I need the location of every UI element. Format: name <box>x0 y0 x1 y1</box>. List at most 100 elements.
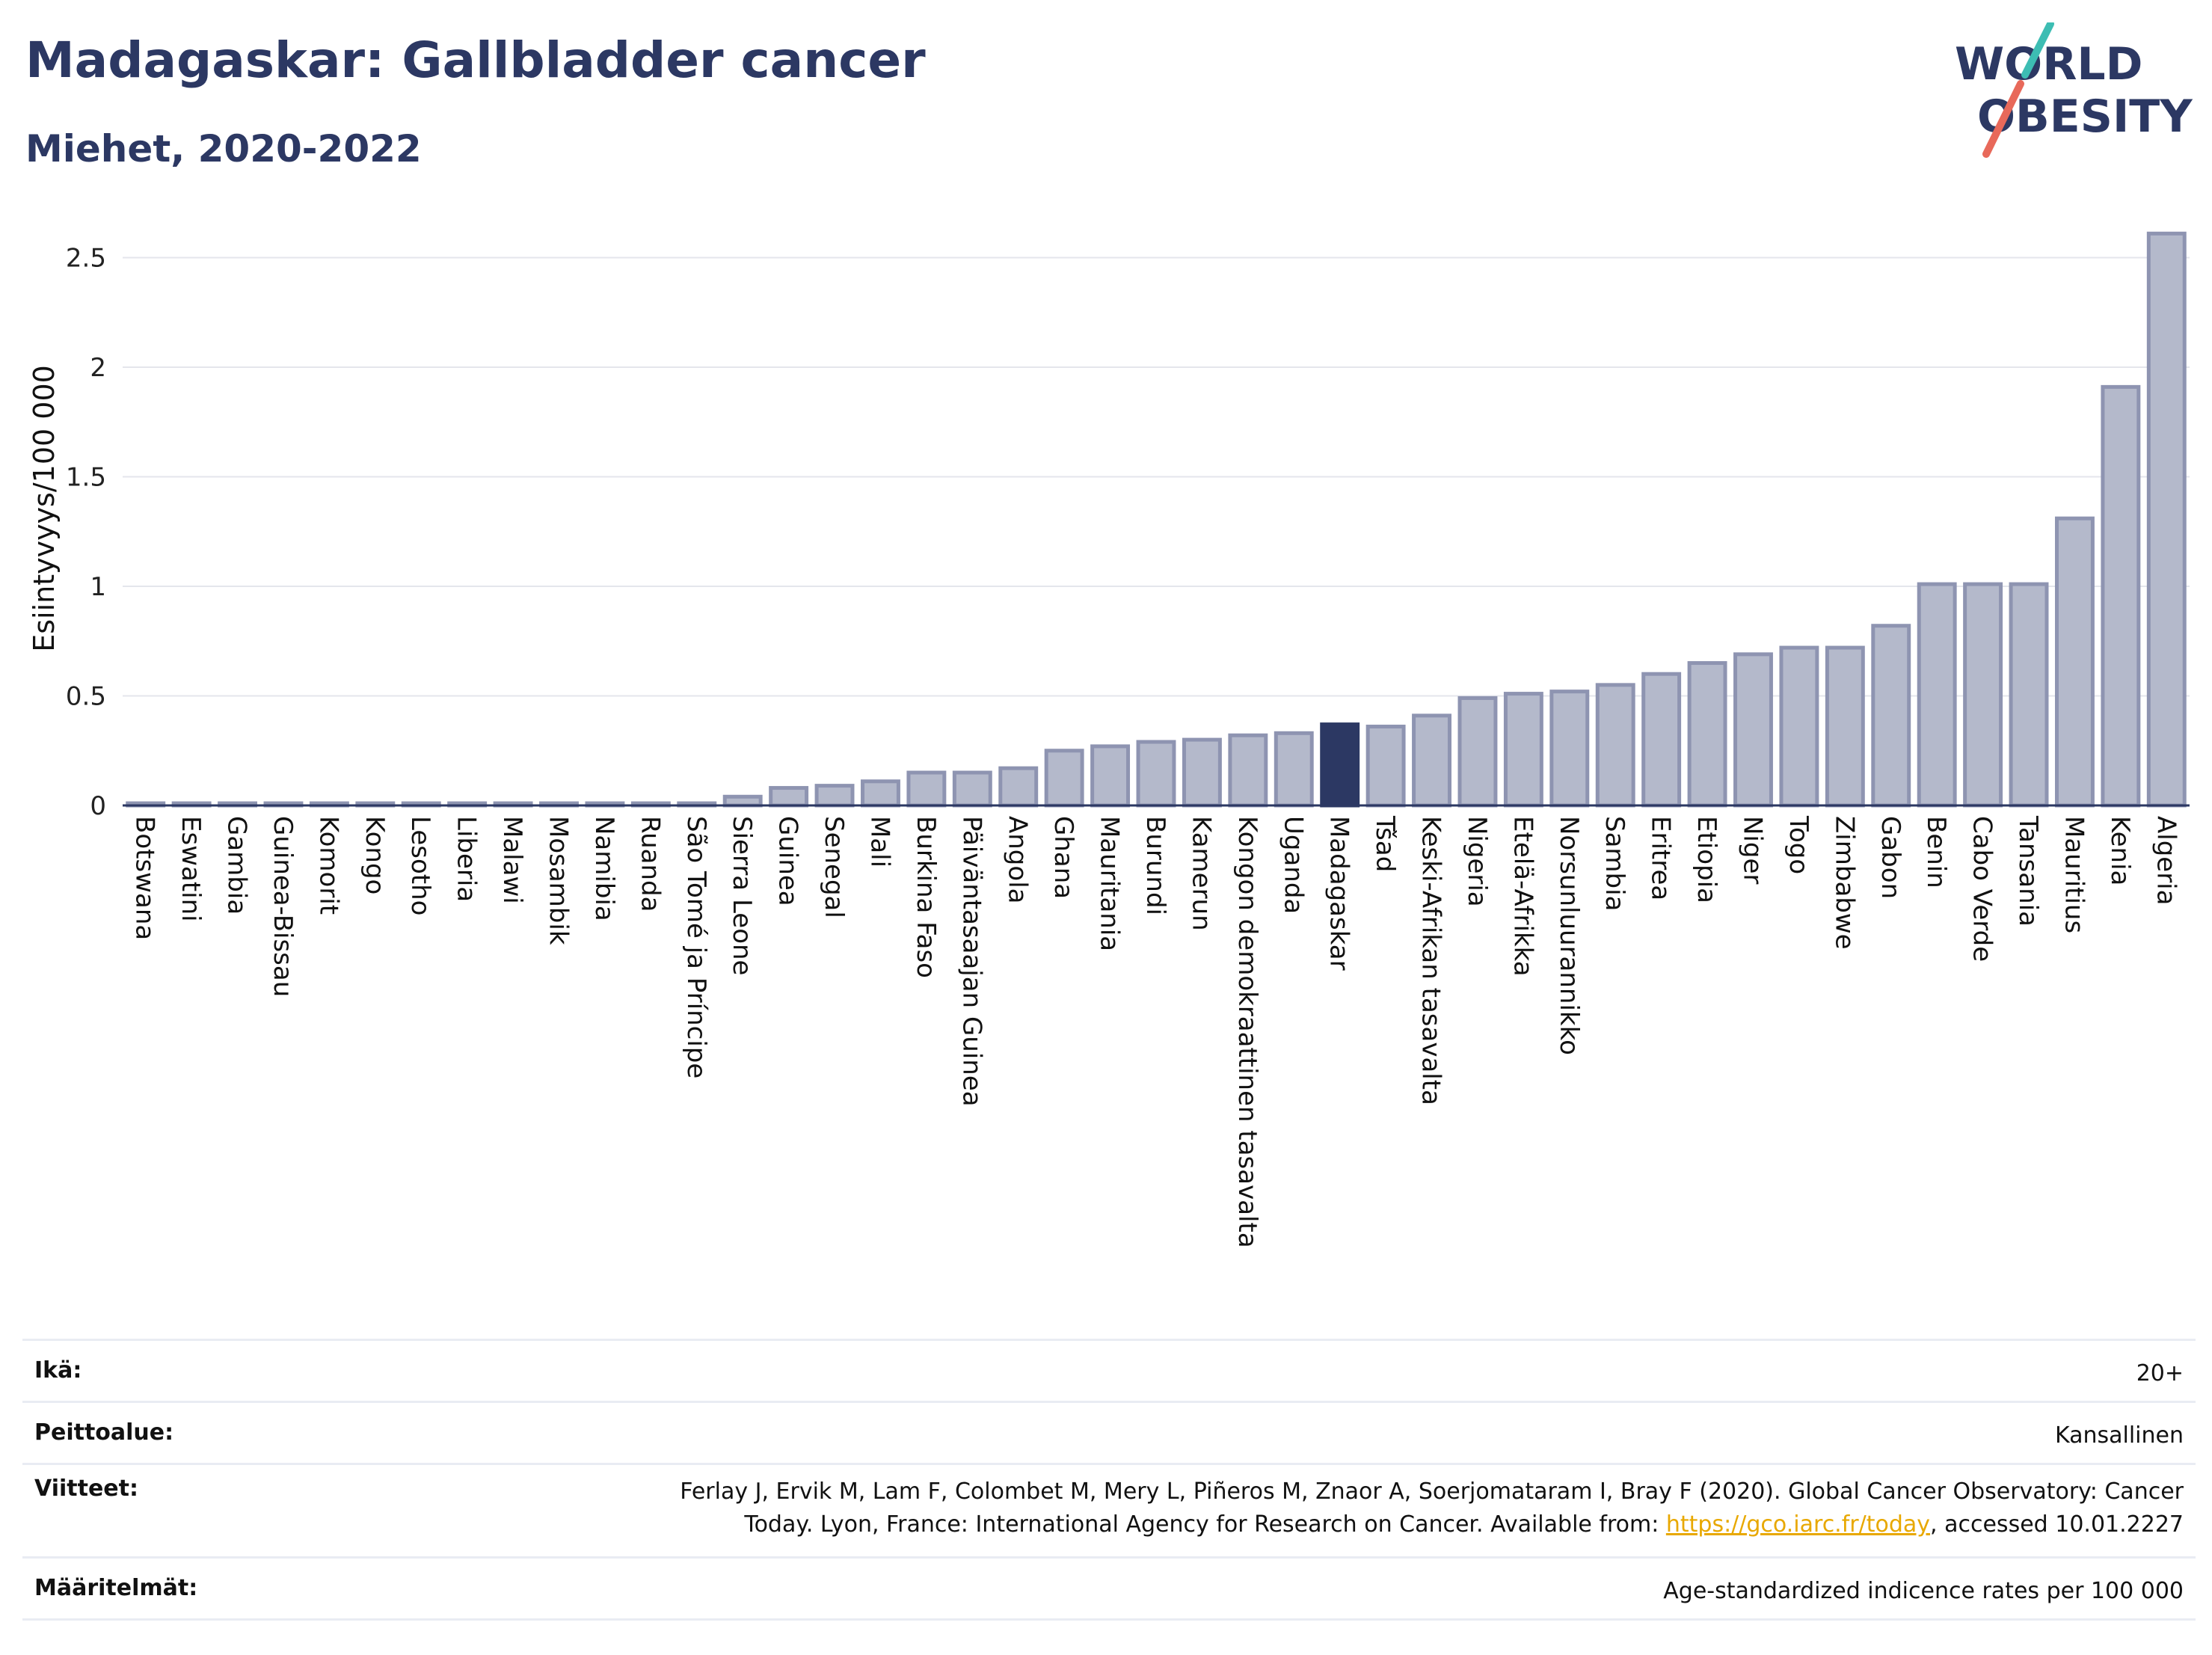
x-tick-label: Kongon demokraattinen tasavalta <box>1232 816 1262 1248</box>
bar <box>722 794 763 808</box>
page-subtitle: Miehet, 2020-2022 <box>25 127 422 171</box>
logo-slash-top <box>2021 22 2054 79</box>
x-tick-label: Cabo Verde <box>1967 816 1997 962</box>
x-tick-label: Gambia <box>222 816 252 915</box>
bar <box>1733 652 1773 808</box>
x-tick-label: Kamerun <box>1186 816 1216 931</box>
bar <box>814 784 855 808</box>
x-tick-label: Angola <box>1003 816 1033 903</box>
bar <box>1641 672 1682 808</box>
x-tick-label: Liberia <box>452 816 482 902</box>
bar-chart: 0 0.5 1 1.5 2 2.5 Botswana Eswatini Gambia Guine… <box>28 231 2190 1248</box>
x-tick-label: Gabon <box>1875 816 1905 899</box>
x-tick-label: Togo <box>1784 815 1813 874</box>
x-tick-label: Guinea <box>773 816 803 906</box>
x-tick-label: Zimbabwe <box>1829 816 1859 950</box>
bar <box>2054 516 2095 808</box>
logo-line1: WORLD <box>1955 38 2142 90</box>
bar <box>952 770 992 808</box>
world-obesity-logo: WORLD OBESITY <box>1955 22 2193 158</box>
bar <box>1687 661 1727 808</box>
bar <box>769 786 809 808</box>
x-tick-label: Guinea-Bissau <box>268 816 298 997</box>
bar <box>1871 624 1911 808</box>
info-table: Ikä: 20+ Peittoalue: Kansallinen Viittee… <box>22 1339 2196 1621</box>
x-tick-label: Algeria <box>2151 816 2181 905</box>
bar <box>1779 645 1819 808</box>
age-label: Ikä: <box>34 1357 82 1384</box>
bar <box>1136 740 1176 808</box>
x-tick-label: Sambia <box>1600 816 1629 911</box>
bar <box>1595 683 1635 808</box>
bar <box>1917 582 1957 808</box>
x-tick-label: Mauritania <box>1095 816 1125 951</box>
x-tick-label: Mali <box>864 816 894 868</box>
x-tick-label: São Tomé ja Príncipe <box>681 816 711 1078</box>
x-tick-label: Keski-Afrikan tasavalta <box>1416 816 1446 1105</box>
bar <box>1549 690 1590 808</box>
x-tick-label: Madagaskar <box>1324 816 1354 971</box>
bar <box>1963 582 2003 808</box>
bar <box>2146 231 2187 808</box>
y-tick-label: 2 <box>90 353 106 383</box>
x-tick-label: Norsunluurannikko <box>1554 816 1584 1055</box>
x-tick-label: Botswana <box>130 816 160 940</box>
definitions-label: Määritelmät: <box>34 1575 198 1601</box>
x-tick-label: Namibia <box>589 816 619 921</box>
x-tick-label: Tšad <box>1370 815 1400 872</box>
x-tick-label: Mosambik <box>544 816 574 945</box>
coverage-label: Peittoalue: <box>34 1419 174 1446</box>
x-tick-label: Nigeria <box>1462 816 1492 907</box>
x-tick-label: Tansania <box>2013 815 2043 927</box>
x-tick-label: Kenia <box>2105 816 2135 885</box>
x-tick-label: Eswatini <box>176 816 206 922</box>
x-tick-label: Mauritius <box>2059 816 2089 933</box>
x-axis-labels: Botswana Eswatini Gambia Guinea-Bissau Komor… <box>130 815 2181 1248</box>
y-tick-label: 0 <box>90 791 106 821</box>
x-tick-label: Uganda <box>1278 816 1308 914</box>
bar <box>998 766 1039 808</box>
bar <box>1365 725 1406 808</box>
x-tick-label: Ruanda <box>635 816 665 912</box>
x-tick-label: Etelä-Afrikka <box>1508 816 1537 977</box>
x-tick-label: Malawi <box>497 816 527 904</box>
info-row-coverage: Peittoalue: Kansallinen <box>22 1401 2196 1463</box>
x-tick-label: Ghana <box>1048 816 1078 899</box>
bar <box>1274 731 1314 808</box>
x-tick-label: Etiopia <box>1692 816 1721 903</box>
bar <box>1825 645 1865 808</box>
y-tick-label: 1 <box>90 572 106 602</box>
bar <box>1503 692 1543 808</box>
info-row-references: Viitteet: Ferlay J, Ervik M, Lam F, Colo… <box>22 1463 2196 1556</box>
x-tick-label: Komorit <box>313 816 343 915</box>
bar <box>2009 582 2049 808</box>
bar <box>861 779 900 808</box>
bar <box>2101 384 2141 808</box>
references-link[interactable]: https://gco.iarc.fr/today <box>1665 1511 1931 1538</box>
coverage-value: Kansallinen <box>2054 1422 2184 1449</box>
x-tick-label: Sierra Leone <box>727 816 757 975</box>
x-tick-label: Kongo <box>360 816 390 894</box>
x-tick-label: Benin <box>1921 816 1951 888</box>
bar <box>906 770 947 808</box>
references-label: Viitteet: <box>34 1476 138 1502</box>
bar <box>1090 744 1131 808</box>
x-tick-label: Senegal <box>819 816 849 918</box>
logo-slash-bottom <box>1982 80 2024 158</box>
x-tick-label: Niger <box>1737 816 1767 884</box>
info-row-definitions: Määritelmät: Age-standardized indicence … <box>22 1556 2196 1621</box>
bar <box>1228 733 1268 808</box>
page-title: Madagaskar: Gallbladder cancer <box>25 31 926 89</box>
x-tick-label: Eritrea <box>1646 816 1676 900</box>
bar-highlight <box>1320 722 1360 808</box>
y-tick-label: 2.5 <box>66 244 106 274</box>
bar <box>1044 749 1084 808</box>
references-line1: Ferlay J, Ervik M, Lam F, Colombet M, Me… <box>680 1479 2184 1505</box>
bar <box>1412 713 1451 808</box>
bar <box>1457 696 1498 808</box>
y-axis-ticks: 0 0.5 1 1.5 2 2.5 <box>66 244 106 822</box>
references-value: Ferlay J, Ervik M, Lam F, Colombet M, Me… <box>680 1476 2196 1541</box>
references-line2: Today. Lyon, France: International Agenc… <box>744 1511 1666 1538</box>
y-tick-label: 1.5 <box>66 463 106 493</box>
x-tick-label: Päiväntasaajan Guinea <box>956 816 986 1107</box>
